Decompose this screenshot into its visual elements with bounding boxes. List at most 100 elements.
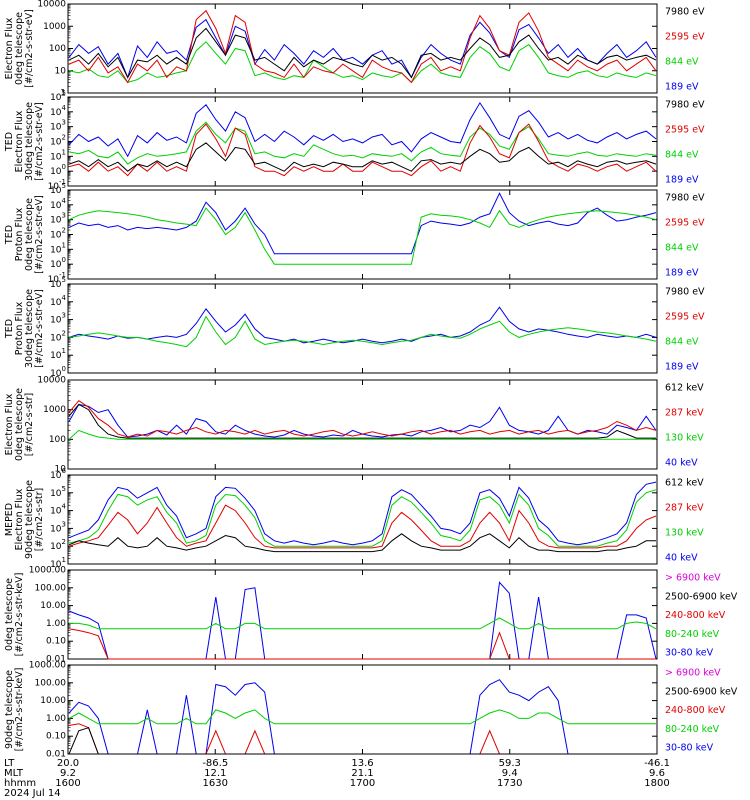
y-tick-label: 103 [50, 312, 66, 326]
y-axis-label: [#/cm2-s-str-eV] [24, 9, 35, 88]
panel-frame [67, 189, 658, 280]
y-tick-label: 10-1 [48, 271, 66, 285]
y-axis-label: [#/cm2-s-str] [24, 393, 35, 456]
y-axis-label: Electron Flux [4, 17, 15, 79]
x-tick-label-hhmm: 1600 [55, 778, 80, 789]
y-tick-label: 101 [50, 556, 66, 570]
y-tick-label: 1000.00 [29, 661, 66, 671]
legend-entry: 30-80 keV [665, 648, 714, 659]
panel-7: 0.01 0.10 1.00 10.00 100.00 1000.00 0deg teles… [4, 566, 738, 665]
legend-entry: 844 eV [665, 243, 699, 254]
x-date-label: 2024 Jul 14 [4, 788, 61, 799]
legend-entry: 7980 eV [665, 193, 705, 204]
y-tick-label: 10.00 [40, 696, 66, 706]
y-tick-label: 106 [50, 467, 66, 481]
x-tick-label-mlt: 21.1 [351, 768, 373, 779]
panel-5: 10 100 1000 10000 Electron Flux 0deg telescop… [4, 376, 704, 475]
series-green [68, 429, 656, 440]
y-tick-label: 105 [50, 89, 66, 103]
y-tick-label: 0.01 [46, 750, 66, 760]
panel-4: 100 101 102 103 104 105 TED Proton Flux 30deg te… [4, 276, 705, 379]
y-tick-label: 104 [50, 104, 66, 118]
legend-entry: > 6900 keV [665, 668, 721, 679]
y-tick-label: 105 [50, 182, 66, 196]
x-tick-label-mlt: 12.1 [204, 768, 226, 779]
y-tick-label: 1.00 [46, 619, 66, 629]
legend-entry: 30-80 keV [665, 743, 714, 754]
legend-entry: 2500-6900 keV [665, 686, 738, 697]
y-axis-label: 0deg telescope [24, 198, 35, 271]
y-axis-label: [#/cm2-s-str-keV] [14, 573, 25, 657]
y-axis-label: 0deg telescope [14, 12, 25, 85]
legend-entry: 844 eV [665, 150, 699, 161]
y-axis-label: 0deg telescope [14, 388, 25, 461]
legend-entry: 844 eV [665, 57, 699, 68]
series-blue [68, 101, 657, 158]
series-green [68, 41, 657, 84]
series-blue [68, 481, 657, 546]
legend-entry: 189 eV [665, 82, 699, 93]
y-tick-label: 100.00 [35, 583, 67, 593]
series-red [68, 400, 657, 438]
x-tick-label-lt: -46.1 [644, 758, 670, 769]
legend-entry: 7980 eV [665, 100, 705, 111]
legend-entry: 844 eV [665, 337, 699, 348]
legend-entry: 189 eV [665, 268, 699, 279]
y-tick-label: 100 [50, 365, 66, 379]
legend-entry: 7980 eV [665, 7, 705, 18]
series-blue [68, 403, 657, 438]
series-black [68, 533, 656, 553]
x-tick-label-hhmm: 1730 [497, 778, 522, 789]
series-red [68, 123, 657, 177]
x-tick-label-lt: 20.0 [57, 758, 79, 769]
legend-entry: 40 keV [665, 458, 698, 469]
series-green [68, 709, 656, 725]
y-axis-label: Electron Flux [4, 393, 15, 455]
panel-frame [67, 96, 658, 187]
y-axis-label: 90deg telescope [4, 670, 15, 749]
series-green [68, 489, 657, 547]
x-tick-label-lt: 13.6 [351, 758, 373, 769]
y-tick-label: 100 [49, 435, 66, 445]
y-tick-label: 1000 [43, 405, 66, 415]
legend-entry: 612 keV [665, 383, 704, 394]
series-green [68, 207, 657, 265]
y-tick-label: 102 [50, 538, 66, 552]
y-tick-label: 100 [50, 256, 66, 270]
x-row-label-mlt: MLT [4, 768, 24, 779]
series-black [68, 142, 657, 172]
legend-entry: 7980 eV [665, 287, 705, 298]
y-tick-label: 1 [60, 89, 66, 99]
y-tick-label: 102 [50, 134, 66, 148]
y-axis-label: Proton Flux [14, 301, 25, 355]
series-red [68, 504, 657, 549]
y-axis-label: 90deg telescope [24, 480, 35, 559]
legend-entry: 2595 eV [665, 32, 705, 43]
y-axis-label: Electron Flux [14, 488, 25, 550]
x-tick-label-hhmm: 1630 [203, 778, 228, 789]
y-tick-label: 103 [50, 119, 66, 132]
y-axis-label: [#/cm2-s-str] [34, 488, 45, 551]
series-black [68, 27, 657, 79]
x-row-label-hhmm: hhmm [4, 778, 36, 789]
y-tick-label: 100.00 [35, 678, 67, 688]
series-green [69, 617, 657, 630]
legend-entry: 40 keV [665, 553, 698, 564]
x-tick-label-hhmm: 1800 [644, 778, 669, 789]
y-tick-label: 103 [50, 520, 66, 534]
legend-entry: 2500-6900 keV [665, 591, 738, 602]
y-tick-label: 100 [49, 44, 66, 54]
y-tick-label: 0.10 [46, 637, 66, 647]
x-tick-label-mlt: 9.4 [502, 768, 518, 779]
panel-frame [67, 569, 658, 660]
y-axis-label: Electron Flux [14, 110, 25, 172]
y-tick-label: 104 [50, 294, 66, 308]
series-black [68, 403, 656, 439]
y-axis-label: [#/cm2-s-str-eV] [34, 289, 45, 368]
x-tick-label-mlt: 9.6 [649, 768, 665, 779]
y-tick-label: 1000 [43, 22, 66, 32]
y-tick-label: 10000 [37, 376, 66, 386]
series-blue [68, 679, 656, 755]
